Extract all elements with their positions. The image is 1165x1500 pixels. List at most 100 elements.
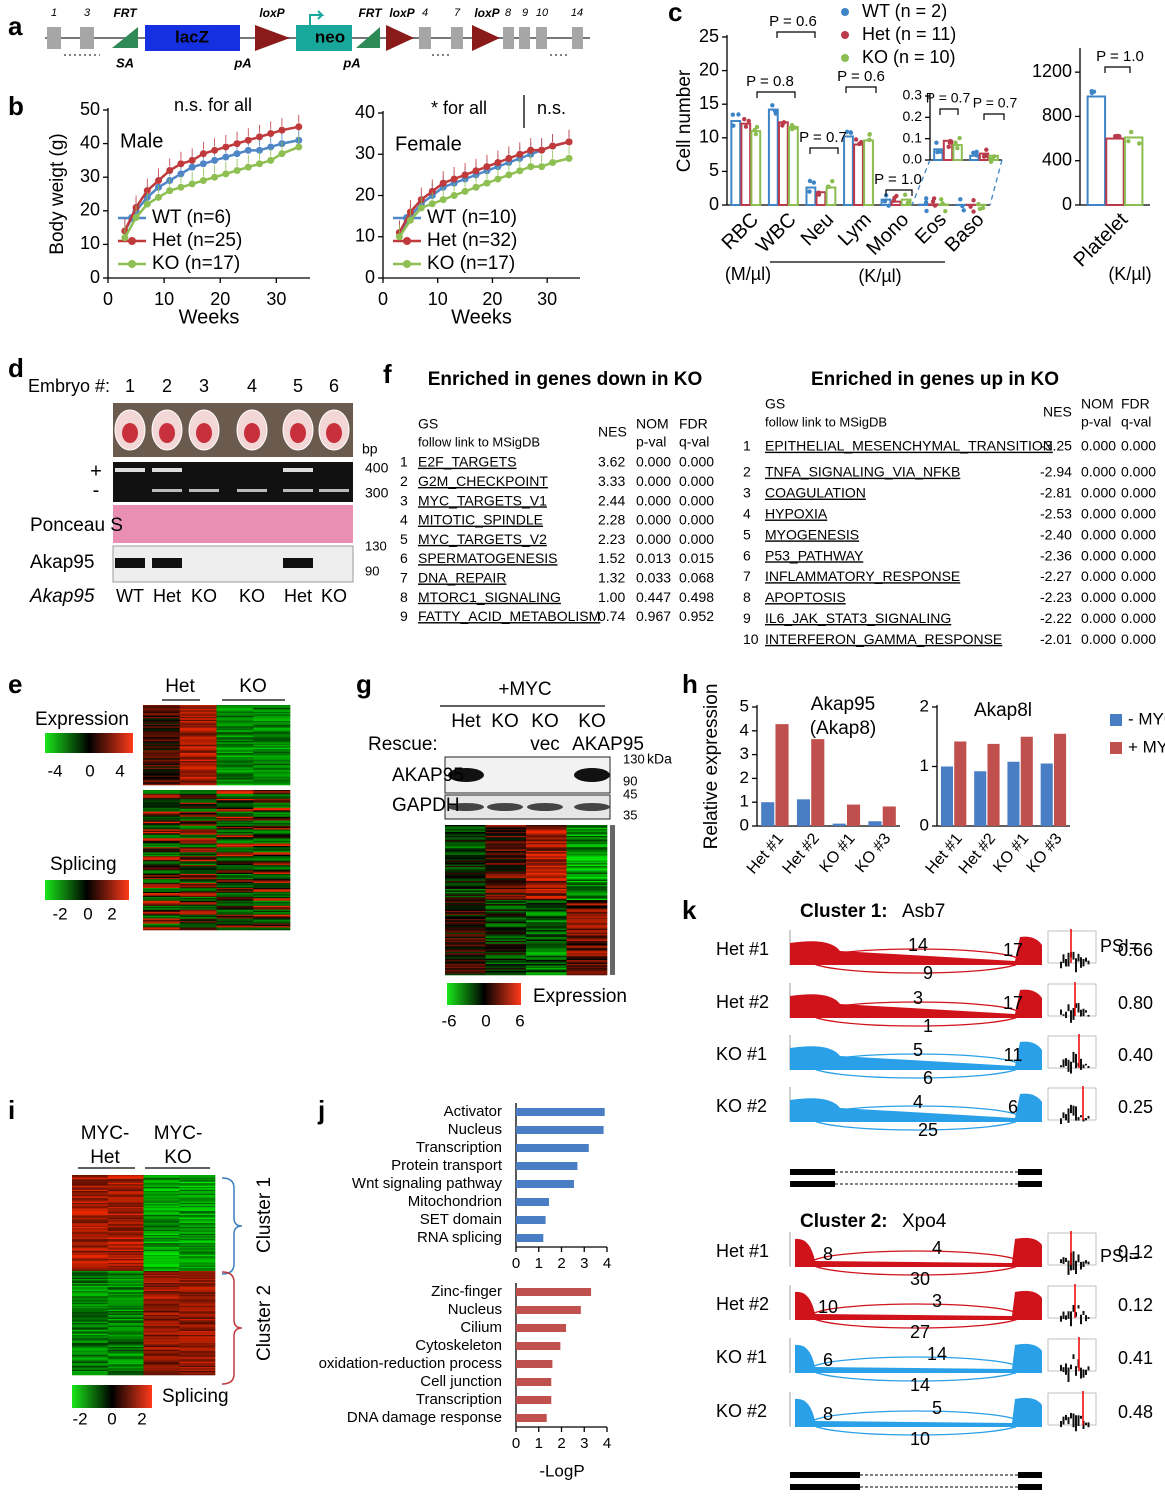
heatmap-cell [179,781,217,783]
gene-set-link[interactable]: MTORC1_SIGNALING [418,589,561,605]
dot [1089,90,1095,96]
heatmap-cell [445,826,486,829]
bracket [756,91,796,98]
psi-hist-bar [1087,1261,1090,1265]
bar [846,804,861,826]
gene-set-link[interactable]: APOPTOSIS [765,589,846,605]
coverage [790,936,1042,965]
heatmap-cell [143,755,181,758]
junction-arc [810,1250,1022,1276]
heatmap-cell [253,870,291,872]
heatmap-cell [143,1359,180,1361]
heatmap-cell [485,949,527,951]
heatmap-cell [216,866,254,868]
category-label: Cytoskeleton [415,1337,502,1354]
heatmap-cell [179,1287,216,1289]
legend-marker [841,31,849,39]
gene-set-link[interactable]: INTERFERON_GAMMA_RESPONSE [765,631,1002,647]
gene-set-link[interactable]: DNA_REPAIR [418,570,506,586]
heatmap-cell [526,924,567,927]
heatmap-cell [445,893,486,895]
embryo-photo [113,403,353,457]
chart-title: Akap95 [811,694,875,715]
point [143,200,151,208]
heatmap-cell [253,885,291,888]
psi-hist-bar [1087,1014,1090,1017]
lane-label: KO [578,711,605,732]
heatmap-cell [566,950,608,953]
category-label: Wnt signaling pathway [352,1175,503,1192]
heatmap-cell [143,1352,180,1354]
heatmap-cell [526,834,567,837]
genotype: Het [284,586,312,606]
heatmap-cell [179,1357,216,1360]
bar [942,139,954,162]
heatmap-cell [143,1207,180,1209]
heatmap-cell [143,719,181,722]
gene-set-link[interactable]: IL6_JAK_STAT3_SIGNALING [765,610,951,626]
gene-set-link[interactable]: E2F_TARGETS [418,454,517,470]
exon [451,27,463,49]
gene-set-link[interactable]: MYC_TARGETS_V1 [418,492,547,508]
heatmap-cell [216,896,254,899]
heatmap-cell [179,1221,216,1224]
heatmap-cell [107,1223,144,1225]
heatmap-cell [143,761,181,763]
bar [516,1324,567,1332]
band [283,468,313,472]
heatmap-cell [253,882,291,885]
gene-set-link[interactable]: TNFA_SIGNALING_VIA_NFKB [765,464,960,480]
heatmap-cell [107,1259,144,1261]
cluster-title: Cluster 1: [800,901,888,922]
p-value: 0.000 [1081,547,1116,563]
heatmap-cell [72,1272,109,1274]
point [267,156,275,164]
heatmap-cell [179,847,217,849]
heatmap-cell [485,938,527,940]
heatmap-cell [445,867,486,869]
psi-hist-bar [1082,1369,1085,1378]
heatmap-cell [143,1345,180,1348]
heatmap-cell [485,887,527,890]
heatmap-cell [485,900,527,902]
heatmap-cell [179,1283,216,1285]
gene-set-link[interactable]: P53_PATHWAY [765,547,864,563]
gene-set-link[interactable]: EPITHELIAL_MESENCHYMAL_TRANSITION [765,438,1053,454]
heatmap-cell [216,709,254,711]
gene-set-link[interactable]: MITOTIC_SPINDLE [418,512,543,528]
exon-model [790,1181,835,1187]
heatmap-cell [107,1296,144,1298]
legend-marker [841,54,849,62]
heatmap-cell [72,1355,109,1357]
heatmap-cell [485,953,527,955]
dot [1117,134,1122,139]
gene-set-link[interactable]: INFLAMMATORY_RESPONSE [765,568,960,584]
gene-set-link[interactable]: SPERMATOGENESIS [418,550,558,566]
heatmap-cell [253,893,291,895]
heatmap-cell [143,895,181,898]
heatmap-cell [253,867,291,870]
heatmap-cell [143,844,181,847]
heatmap-cell [107,1283,144,1285]
sample-label: KO #1 [716,1044,767,1064]
gene-set-link[interactable]: HYPOXIA [765,506,828,522]
gene-set-link[interactable]: COAGULATION [765,485,866,501]
heatmap-cell [526,829,567,831]
gene-set-link[interactable]: MYOGENESIS [765,526,859,542]
gene-set-link[interactable]: G2M_CHECKPOINT [418,473,548,489]
heatmap-cell [526,845,567,848]
x-tick-label: Platelet [1070,208,1133,271]
gene-set-link[interactable]: MYC_TARGETS_V2 [418,531,547,547]
bracket [221,1271,243,1385]
gene-set-link[interactable]: FATTY_ACID_METABOLISM [418,608,600,624]
map-label: FRT [358,6,383,20]
bar [1086,95,1107,206]
scale-label: 0 [481,1011,490,1030]
junction-count: 3 [932,1291,942,1311]
heatmap-cell [216,852,254,854]
heatmap-cell [107,1351,144,1353]
heatmap-cell [143,890,181,893]
band [152,558,182,568]
heatmap-cell [179,1196,216,1198]
heatmap-cell [445,940,486,943]
